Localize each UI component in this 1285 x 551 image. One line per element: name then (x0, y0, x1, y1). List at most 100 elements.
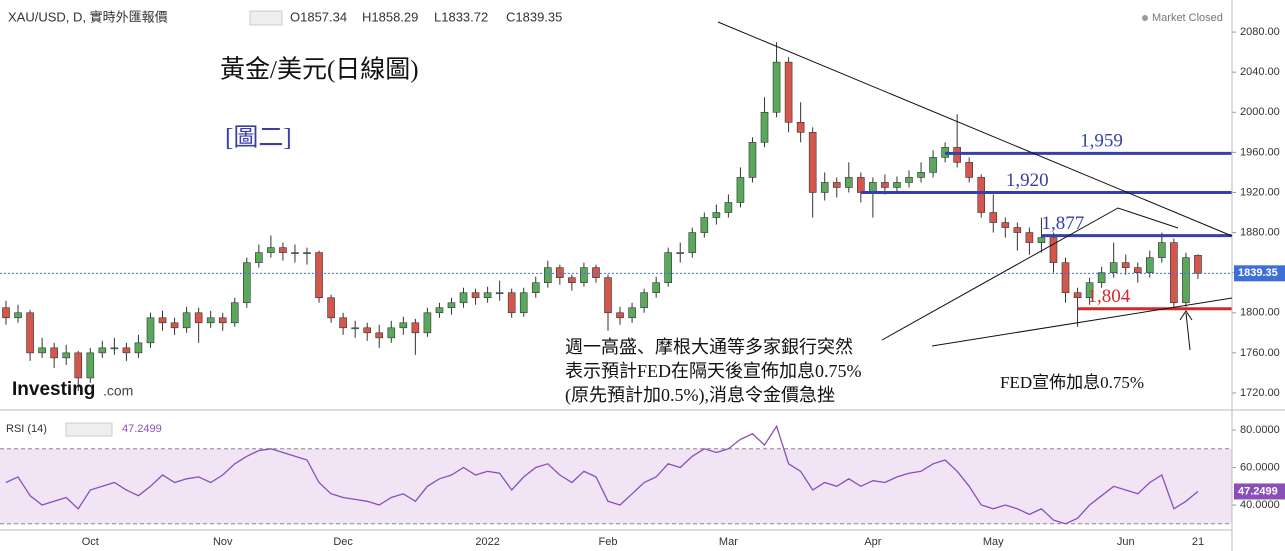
candle-body (110, 347, 119, 350)
rsi-band (0, 448, 1232, 524)
candle-body (339, 317, 347, 329)
candle-body (869, 182, 877, 193)
candle-body (146, 317, 155, 344)
annotation: (原先預計加0.5%),消息令金價急挫 (565, 385, 835, 406)
candle-body (507, 292, 516, 314)
candle-body (604, 277, 612, 314)
candle-body (1097, 272, 1106, 283)
y-tick-label: 80.0000 (1240, 424, 1280, 436)
level-label: 1,877 (1041, 213, 1084, 234)
candle-body (98, 347, 107, 354)
logo-suffix: .com (103, 383, 133, 399)
candle-body (62, 352, 71, 359)
candle-body (291, 252, 299, 254)
candle-body (315, 252, 323, 299)
price-tag (1234, 265, 1285, 282)
candle-body (592, 267, 600, 278)
candle-body (543, 267, 552, 283)
x-tick-label: Dec (333, 536, 353, 548)
candle-body (652, 282, 660, 294)
icons[interactable] (65, 422, 113, 437)
candle-body (1001, 222, 1010, 228)
candle-body (989, 212, 998, 223)
price-tag-label: 1839.35 (1238, 267, 1278, 279)
candle-body (953, 147, 961, 163)
y-tick-label: 1880.00 (1240, 226, 1280, 238)
level-label: 1,804 (1088, 286, 1131, 307)
candle-body (820, 182, 829, 193)
candle-body (1085, 282, 1094, 299)
candle-body (483, 292, 492, 299)
candle-body (194, 312, 203, 324)
candle-body (1109, 262, 1118, 273)
candle-body (1037, 237, 1046, 243)
candle-body (218, 317, 227, 324)
x-tick-label: Apr (864, 536, 881, 548)
candle-body (122, 347, 131, 354)
candle-body (351, 327, 359, 330)
candle-body (2, 307, 10, 319)
candle-body (363, 327, 372, 334)
ohlc: O1857.34 (290, 9, 347, 24)
candle-body (230, 302, 239, 324)
pointer-line (881, 207, 1179, 341)
candle-body (399, 322, 408, 329)
y-tick-label: 1760.00 (1240, 347, 1280, 359)
candle-body (74, 352, 83, 379)
candle-body (134, 342, 143, 354)
annotation: 表示預計FED在隔天後宣佈加息0.75% (565, 361, 862, 381)
rsi-value: 47.2499 (122, 423, 162, 435)
candle-body (423, 312, 432, 334)
candle-body (1158, 242, 1166, 258)
ohlc: C1839.35 (506, 9, 562, 24)
candle-body (616, 312, 624, 319)
candle-body (1146, 257, 1154, 273)
pointer-line (1185, 312, 1191, 351)
candle-body (628, 307, 636, 319)
candle-body (435, 307, 444, 314)
candle-body (267, 247, 275, 253)
y-tick-label: 1960.00 (1240, 146, 1280, 158)
candle-body (1061, 262, 1070, 294)
candle-body (640, 292, 648, 309)
y-tick-label: 1720.00 (1240, 387, 1280, 399)
candle-body (182, 312, 191, 329)
candle-body (303, 252, 311, 254)
y-tick-label: 1920.00 (1240, 186, 1280, 198)
candle-body (387, 327, 396, 339)
annotation: 週一高盛、摩根大通等多家銀行突然 (565, 337, 853, 357)
candle-body (881, 182, 889, 188)
candle-body (459, 292, 468, 304)
candle-body (688, 232, 697, 253)
candle-body (411, 322, 420, 334)
annotation: FED宣佈加息0.75% (1000, 373, 1144, 392)
candle-body (796, 121, 805, 133)
candle-body (905, 177, 913, 183)
candle-body (568, 277, 576, 283)
icons[interactable] (249, 10, 283, 26)
candle-body (700, 217, 709, 233)
candle-body (86, 352, 95, 379)
candle-body (519, 292, 528, 314)
rsi-title: RSI (14) (6, 423, 47, 435)
candle-body (1121, 262, 1130, 268)
candle-body (14, 312, 22, 319)
rsi-tag-label: 47.2499 (1238, 485, 1278, 497)
trend-line (931, 297, 1233, 347)
chart-title: 黃金/美元(日線圖) (220, 56, 419, 84)
x-tick-label: 2022 (475, 536, 499, 548)
x-tick-label: Nov (213, 536, 233, 548)
y-tick-label: 40.0000 (1240, 499, 1280, 511)
chart-subtitle: [圖二] (225, 125, 292, 152)
candle-body (977, 177, 986, 213)
candle-body (206, 317, 215, 324)
candle-body (929, 157, 937, 173)
candle-body (243, 262, 251, 304)
rsi-tag (1234, 483, 1285, 500)
y-tick-label: 1800.00 (1240, 307, 1280, 319)
candle-body (1182, 257, 1190, 304)
candle-body (1133, 267, 1142, 273)
candle-body (1049, 237, 1058, 263)
x-tick-label: Oct (82, 536, 99, 548)
